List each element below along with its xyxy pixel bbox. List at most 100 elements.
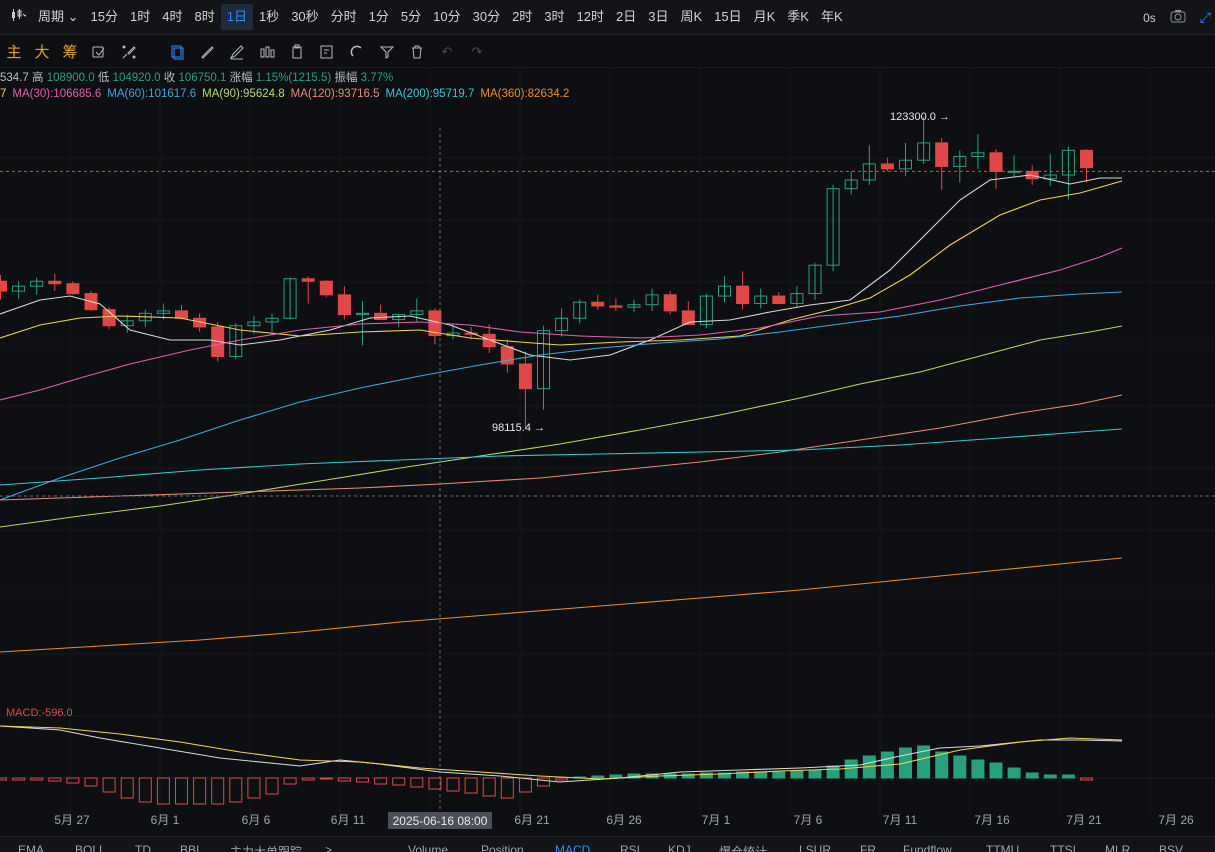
timeframe-4[interactable]: 1日 [220,4,253,30]
indicator-tab-right[interactable]: RSI [620,843,641,852]
candle-body [573,301,587,319]
timeframe-7[interactable]: 分时 [330,9,357,24]
indicator-tab-right[interactable]: TTSI [1050,843,1076,852]
timeframe-16[interactable]: 3日 [648,9,669,24]
x-axis-tick: 7月 11 [883,813,918,827]
x-axis-tick: 6月 11 [331,813,366,827]
candle-body [718,285,731,297]
macd-histogram-bar [410,777,424,788]
timeframe-19[interactable]: 月K [753,9,776,24]
timeframe-8[interactable]: 1分 [368,9,389,24]
timeframe-2[interactable]: 4时 [162,9,183,24]
copy-icon[interactable] [162,39,192,65]
timeframe-18[interactable]: 15日 [714,9,742,24]
ma7-line [0,174,1122,361]
macd-histogram-bar [265,777,279,795]
timeframe-3[interactable]: 8时 [194,9,215,24]
indicator-tab-right[interactable]: Position [481,843,524,852]
macd-histogram-bar [120,777,134,799]
main-indicator-toggle[interactable]: 主 [6,44,22,61]
candle-body [953,156,967,167]
ma-legend-item: MA(30):106685.6 [12,88,102,100]
ma-legend-item: MA(60):101617.6 [107,88,197,100]
ruler-icon[interactable] [192,39,222,65]
latency-indicator: 0s [1143,10,1156,25]
indicator-tab-left[interactable]: TD [135,843,151,852]
undo-icon[interactable]: ↶ [441,43,453,59]
indicator-tab-left[interactable]: EMA [18,843,45,852]
timeframe-15[interactable]: 2日 [616,9,637,24]
redo-icon[interactable]: ↷ [471,43,483,59]
pencil-icon[interactable] [222,39,252,65]
timeframe-6[interactable]: 30秒 [291,9,319,24]
indicator-tab-left[interactable]: 主力大单跟踪 [230,845,303,852]
indicator-tab-right[interactable]: Fundflow [903,843,952,852]
bar-chart-icon[interactable] [252,39,282,65]
x-axis-tick: 7月 1 [702,813,731,827]
indicator-tab-right[interactable]: BSV [1159,843,1184,852]
edit-icon[interactable] [312,39,342,65]
candle-body [862,163,876,181]
indicator-tab-right[interactable]: KDJ [668,843,691,852]
candle-body [609,305,623,308]
candle-body [0,280,7,292]
indicator-tab-right[interactable]: MACD [555,843,591,852]
timeframe-17[interactable]: 周K [680,9,703,24]
large-order-toggle[interactable]: 大 [34,44,50,61]
indicator-tab-left[interactable]: > [325,843,333,852]
timeframe-13[interactable]: 3时 [544,9,565,24]
indicator-tab-right[interactable]: LSUR [799,843,832,852]
chips-toggle[interactable]: 筹 [62,44,78,61]
crosshair-date-box [388,812,492,829]
macd-histogram-bar [392,777,406,786]
timeframe-11[interactable]: 30分 [472,9,501,24]
indicator-tab-right[interactable]: Volume [408,843,449,852]
filter-icon[interactable] [372,39,402,65]
magnet-icon[interactable] [342,39,372,65]
period-dropdown[interactable]: 周期 ⌄ [38,9,79,24]
x-axis-tick: 6月 26 [606,813,642,827]
camera-icon[interactable] [1170,9,1186,26]
x-axis-tick: 7月 26 [1158,813,1194,827]
timeframe-5[interactable]: 1秒 [258,9,280,24]
brush-icon[interactable] [114,39,144,65]
indicator-tab-right[interactable]: TTMU [986,843,1020,852]
indicator-tab-right[interactable]: 爆仓统计 [719,845,768,852]
timeframe-0[interactable]: 15分 [90,9,119,24]
candle-body [826,188,840,266]
macd-histogram-bar [681,773,695,779]
macd-histogram-bar [1007,767,1021,779]
candle-body [1061,149,1075,176]
timeframe-12[interactable]: 2时 [512,9,533,24]
macd-dif-line [0,725,1123,783]
indicator-tab-left[interactable]: BOLL [75,843,106,852]
candle-body [518,363,532,390]
macd-histogram-bar [1025,772,1039,779]
clipboard-icon[interactable] [282,39,312,65]
macd-dea-line [0,725,1123,780]
candle-body [1080,149,1093,169]
timeframe-9[interactable]: 5分 [400,9,422,24]
trash-icon[interactable] [402,39,432,65]
timeframe-10[interactable]: 10分 [433,9,461,24]
candle-body [555,317,569,332]
candle-body [175,310,188,319]
macd-histogram-bar [1043,774,1057,779]
indicator-tab-right[interactable]: FR [860,843,876,852]
timeframe-20[interactable]: 季K [787,9,809,24]
macd-histogram-bar [12,777,26,781]
ma-yellow-line [0,180,1123,346]
timeframe-1[interactable]: 1时 [130,9,151,24]
expand-icon[interactable]: ⤢ [1199,9,1211,25]
open-value: 534.7 [0,72,29,84]
timeframe-14[interactable]: 12时 [576,9,605,24]
candle-body [537,330,550,390]
candlestick-icon[interactable] [4,4,32,30]
layers-icon[interactable] [84,39,114,65]
timeframe-21[interactable]: 年K [820,9,843,24]
indicator-tab-left[interactable]: BBI [180,843,200,852]
price-chart[interactable]: 123300.0 → 98115.4 → MACD:-596.0 5月 27 6月 1 6… [0,68,1215,836]
candle-body [790,293,804,304]
indicator-tab-right[interactable]: MLR [1105,843,1131,852]
macd-histogram-bar [754,771,768,779]
